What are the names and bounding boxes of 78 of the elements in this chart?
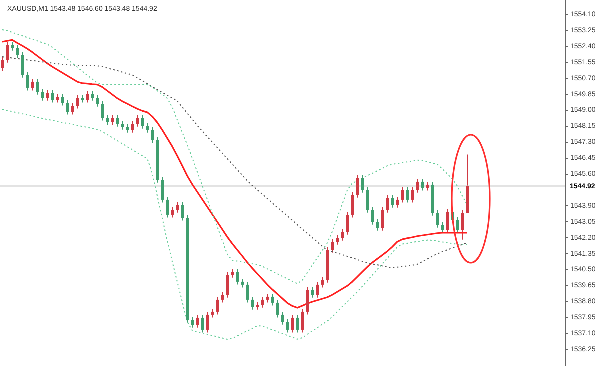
candlestick [16, 44, 19, 58]
candlestick [171, 206, 174, 218]
candlestick [136, 114, 139, 128]
candlestick [106, 114, 109, 126]
candlestick [96, 94, 99, 108]
candlestick [411, 186, 414, 204]
candlestick [416, 178, 419, 194]
candlestick [131, 120, 134, 134]
candlestick [391, 194, 394, 208]
candlestick [86, 90, 89, 104]
candlestick [206, 312, 209, 334]
candlestick [301, 308, 304, 334]
candlestick [291, 314, 294, 334]
candlestick [446, 208, 449, 234]
candlestick [36, 78, 39, 96]
candlestick [111, 114, 114, 126]
candlestick [166, 196, 169, 218]
candlestick [251, 296, 254, 310]
candlestick [441, 222, 444, 234]
candlestick [221, 292, 224, 304]
candlestick [91, 90, 94, 102]
candlestick [21, 52, 24, 78]
candlestick [246, 282, 249, 304]
candlestick [261, 296, 264, 308]
candlestick [201, 314, 204, 334]
candlestick [141, 114, 144, 130]
candlestick [306, 286, 309, 316]
line-series [2, 109, 468, 340]
candlestick [421, 178, 424, 192]
candlestick [181, 202, 184, 222]
candlestick [366, 186, 369, 214]
candlestick [161, 176, 164, 204]
candlestick [331, 238, 334, 254]
candlestick [41, 88, 44, 102]
candlestick [151, 126, 154, 144]
candlestick [381, 206, 384, 232]
candlestick [456, 216, 459, 234]
candlestick [356, 174, 359, 198]
candlestick [376, 218, 379, 232]
candlestick [101, 100, 104, 122]
candlestick [436, 210, 439, 228]
candlestick [31, 78, 34, 92]
candlestick [226, 272, 229, 298]
candlestick [176, 202, 179, 214]
candlestick [371, 206, 374, 226]
candlestick [61, 94, 64, 106]
candlestick [386, 194, 389, 214]
candlestick [146, 122, 149, 134]
candlestick [346, 212, 349, 236]
candlestick [296, 314, 299, 334]
candlestick [46, 90, 49, 102]
candlestick [396, 196, 399, 208]
candlestick [66, 100, 69, 116]
candlestick [26, 72, 29, 92]
candlestick [281, 312, 284, 326]
candlestick [341, 228, 344, 242]
candlestick [336, 234, 339, 246]
candlestick [406, 186, 409, 204]
candlestick [316, 282, 319, 298]
candlestick [271, 294, 274, 306]
candlestick [401, 186, 404, 204]
candlestick [191, 316, 194, 328]
candlestick [276, 300, 279, 318]
candlestick [321, 276, 324, 288]
candlestick [311, 286, 314, 298]
candlestick [116, 114, 119, 128]
candlestick [286, 318, 289, 334]
candlestick [51, 90, 54, 104]
candlestick [216, 296, 219, 316]
candlestick [71, 102, 74, 116]
candlestick [6, 42, 9, 64]
candlestick [461, 210, 464, 240]
candlestick [351, 192, 354, 218]
candlestick [1, 56, 4, 72]
candlestick [76, 94, 79, 110]
candlestick [361, 174, 364, 194]
candlestick [196, 314, 199, 328]
candlestick [236, 268, 239, 286]
